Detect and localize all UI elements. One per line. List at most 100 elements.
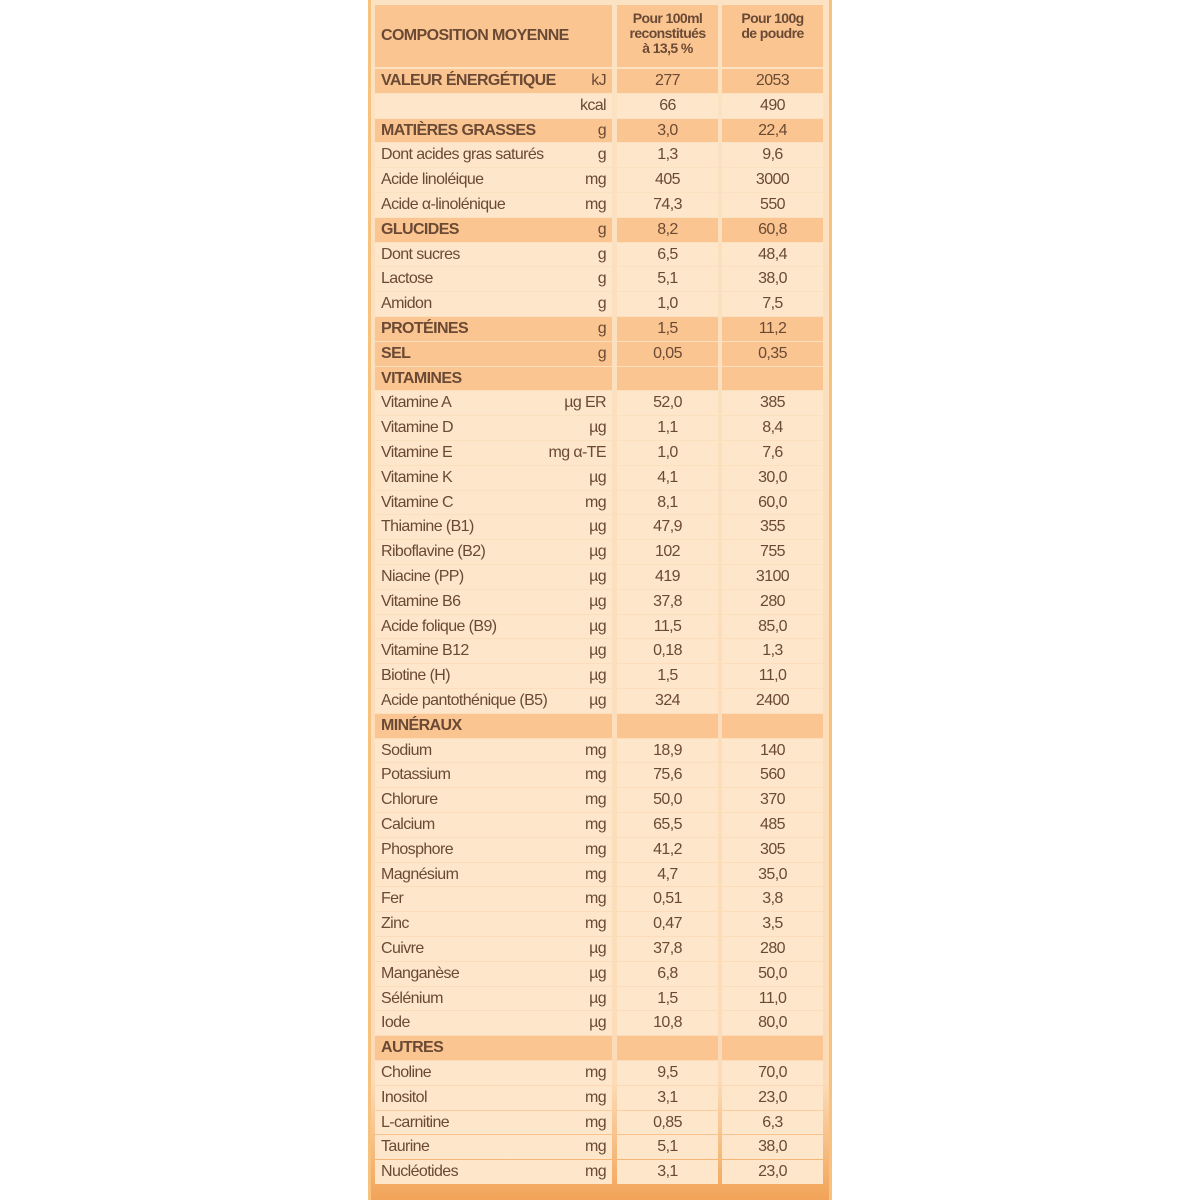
value-cell: 41,2	[617, 837, 718, 862]
value: 60,0	[758, 493, 787, 511]
value-cell: 0,47	[617, 912, 718, 936]
row-label: Inositol mg	[375, 1085, 612, 1110]
value-cell	[617, 713, 718, 738]
value: 9,5	[657, 1064, 678, 1081]
value: 277	[655, 72, 681, 89]
unit: mg	[584, 766, 607, 784]
row-label: Iode µg	[375, 1011, 612, 1036]
value: 1,5	[657, 989, 678, 1007]
value-cell: 1,0	[617, 441, 718, 465]
label: Zinc	[381, 915, 409, 933]
value-cell: 37,8	[617, 937, 718, 961]
value-cell: 3,0	[617, 118, 718, 143]
value: 60,8	[758, 220, 787, 238]
row-label: kcal	[375, 93, 612, 118]
value: 490	[760, 96, 786, 114]
header-line: Pour 100ml	[632, 10, 703, 26]
row-label: Acide linoléique mg	[375, 168, 612, 192]
value-cell: 4,7	[617, 862, 718, 887]
label: Choline	[381, 1064, 432, 1081]
header-line: à 13,5 %	[642, 40, 693, 56]
value: 11,0	[758, 989, 787, 1007]
value: 1,3	[762, 642, 783, 660]
value-cell: 18,9	[617, 738, 718, 763]
value: 102	[655, 543, 681, 561]
label: Vitamine A	[381, 394, 452, 412]
unit: mg	[584, 196, 607, 213]
unit: mg	[584, 1138, 607, 1156]
row-label: Thiamine (B1) µg	[375, 515, 612, 540]
label: Vitamine C	[381, 493, 454, 511]
value-cell: 85,0	[722, 614, 823, 639]
value: 38,0	[758, 270, 787, 288]
value-cell	[617, 366, 718, 391]
row-label: GLUCIDES g	[375, 217, 612, 242]
value-cell: 37,8	[617, 589, 718, 614]
value-cell: 65,5	[617, 813, 718, 837]
value: 6,8	[657, 964, 678, 982]
value-cell: 30,0	[722, 465, 823, 490]
value: 3000	[755, 171, 790, 189]
value: 0,05	[653, 344, 682, 362]
value: 30,0	[758, 468, 787, 486]
value-cell: 405	[617, 168, 718, 192]
row-label: Vitamine A µg ER	[375, 391, 612, 416]
value-cell: 60,0	[722, 490, 823, 515]
unit: µg	[589, 617, 607, 635]
value-cell: 11,2	[722, 317, 823, 341]
value-cell: 324	[617, 689, 718, 713]
row-label: L-carnitine mg	[375, 1110, 612, 1135]
value-cell	[722, 713, 823, 738]
header-column: Pour 100g de poudre	[722, 5, 823, 67]
row-label: Riboflavine (B2) µg	[375, 540, 612, 564]
row-label: AUTRES	[375, 1036, 612, 1060]
value: 280	[760, 592, 786, 610]
value-cell: 140	[722, 738, 823, 763]
unit: mg	[584, 816, 607, 833]
value: 8,1	[657, 493, 678, 511]
value-cell: 23,0	[722, 1085, 823, 1110]
label: Iode	[381, 1014, 410, 1032]
unit: µg	[589, 568, 607, 585]
value-cell: 35,0	[722, 862, 823, 887]
value-cell: 1,3	[617, 143, 718, 168]
value: 0,47	[653, 915, 682, 933]
value-cell: 305	[722, 837, 823, 862]
label: Acide folique (B9)	[381, 617, 497, 635]
unit: mg	[584, 1064, 607, 1081]
unit: µg	[589, 940, 607, 957]
value: 80,0	[758, 1014, 787, 1032]
label: VITAMINES	[381, 369, 462, 387]
value-cell: 50,0	[722, 961, 823, 986]
label: Niacine (PP)	[381, 568, 464, 585]
row-label: Vitamine B12 µg	[375, 639, 612, 664]
value-cell: 0,05	[617, 341, 718, 366]
label: Sélénium	[381, 989, 444, 1007]
value: 4,1	[657, 468, 678, 486]
unit: µg	[589, 989, 607, 1007]
label: Nucléotides	[381, 1163, 459, 1181]
row-label: Acide folique (B9) µg	[375, 614, 612, 639]
row-label: Vitamine E mg α-TE	[375, 441, 612, 465]
unit: g	[597, 295, 607, 313]
unit: g	[597, 245, 607, 263]
label: Chlorure	[381, 791, 438, 809]
value-cell: 550	[722, 193, 823, 217]
label: GLUCIDES	[381, 220, 459, 238]
value: 560	[760, 766, 786, 784]
value: 140	[760, 741, 786, 759]
row-label: Sélénium µg	[375, 986, 612, 1011]
value: 50,0	[653, 791, 682, 809]
value-cell: 47,9	[617, 515, 718, 540]
label: Vitamine B12	[381, 642, 469, 660]
value: 75,6	[653, 766, 682, 784]
row-label: Cuivre µg	[375, 937, 612, 961]
label: Magnésium	[381, 865, 459, 883]
row-label: MATIÈRES GRASSES g	[375, 118, 612, 143]
row-label: Acide pantothénique (B5) µg	[375, 689, 612, 713]
value-cell: 277	[617, 69, 718, 93]
value-cell: 280	[722, 589, 823, 614]
value: 11,5	[653, 617, 682, 635]
value-cell: 3,1	[617, 1085, 718, 1110]
value: 370	[760, 791, 786, 809]
